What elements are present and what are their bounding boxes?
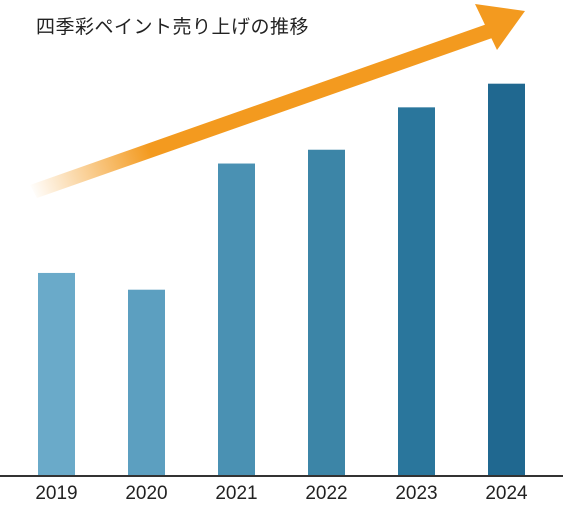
x-tick-label-2019: 2019 (35, 483, 77, 504)
bar-2020 (128, 289, 165, 476)
bar-2021 (218, 163, 255, 476)
bar-2019 (38, 272, 75, 476)
x-tick-label-2022: 2022 (305, 483, 347, 504)
trend-arrow-head (475, 4, 525, 50)
x-tick-label-2023: 2023 (395, 483, 437, 504)
x-tick-label-2024: 2024 (485, 483, 528, 504)
x-tick-label-2021: 2021 (215, 483, 257, 504)
bar-2022 (308, 149, 345, 476)
bar-2023 (398, 107, 435, 476)
chart-title: 四季彩ペイント売り上げの推移 (36, 16, 310, 38)
x-tick-label-2020: 2020 (125, 483, 167, 504)
bar-2024 (488, 83, 525, 476)
trend-arrow-shaft (30, 24, 495, 198)
